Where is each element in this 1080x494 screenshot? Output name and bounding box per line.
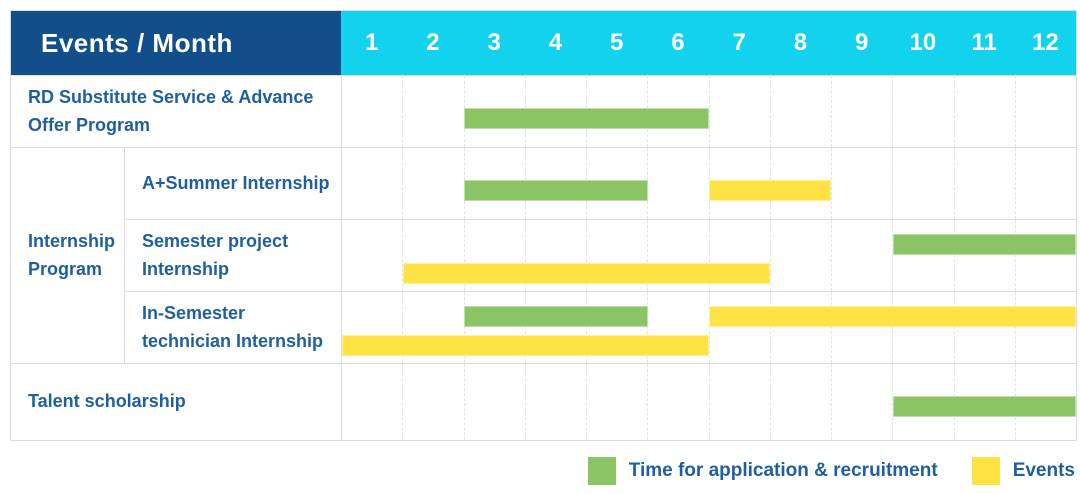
row-label-text: Talent scholarship xyxy=(28,391,186,412)
gantt-bar-application xyxy=(464,180,648,201)
month-label: 3 xyxy=(487,29,501,56)
row-label-in-semester-technician-internship: In-Semester technician Internship xyxy=(124,291,341,363)
month-grid-cell xyxy=(402,220,463,291)
month-grid-cell xyxy=(463,76,525,147)
legend-label-application: Time for application & recruitment xyxy=(628,460,938,481)
month-label: 2 xyxy=(426,29,440,56)
month-grid-cell xyxy=(524,292,586,363)
month-grid-cell xyxy=(1014,292,1076,363)
legend-item-application: Time for application & recruitment xyxy=(587,457,938,485)
timeline-a-summer-internship xyxy=(341,147,1076,219)
gantt-bar-events xyxy=(403,263,771,284)
month-grid-cell xyxy=(831,76,892,147)
month-grid-cell xyxy=(831,292,892,363)
month-grid-cell xyxy=(953,220,1015,291)
month-grid-cell xyxy=(647,364,708,440)
month-label: 10 xyxy=(909,29,937,56)
row-label-text: A+Summer Internship xyxy=(142,172,330,193)
month-label: 6 xyxy=(671,29,685,56)
month-grid-cell xyxy=(1014,220,1076,291)
timeline-rd-substitute xyxy=(341,75,1076,147)
gantt-bar-application xyxy=(464,306,648,327)
month-grid-cell xyxy=(708,364,770,440)
row-label-rd-substitute: RD Substitute Service & Advance Offer Pr… xyxy=(11,75,341,147)
row-label-text: In-Semester technician Internship xyxy=(142,302,324,351)
month-label: 12 xyxy=(1032,29,1059,56)
legend-label-events: Events xyxy=(1012,460,1075,481)
timeline-in-semester-technician-internship xyxy=(341,291,1076,363)
group-label-text: Internship Program xyxy=(28,230,116,279)
month-label: 8 xyxy=(793,29,808,56)
month-header: 1 2 3 4 5 6 7 8 9 10 11 12 xyxy=(341,11,1076,75)
month-grid-cell xyxy=(892,148,953,219)
gantt-bar-events xyxy=(342,335,709,356)
gantt-bar-events xyxy=(709,180,832,201)
month-grid-cell xyxy=(647,292,708,363)
month-grid-cell xyxy=(402,364,463,440)
month-grid-cell xyxy=(586,220,647,291)
row-label-text: RD Substitute Service & Advance Offer Pr… xyxy=(28,86,314,135)
legend: Time for application & recruitment Event… xyxy=(587,452,1075,490)
month-grid-cell xyxy=(831,220,892,291)
month-grid-cell xyxy=(342,76,402,147)
month-label: 5 xyxy=(609,29,624,56)
legend-swatch-events xyxy=(971,457,1000,485)
legend-swatch-application xyxy=(587,457,616,485)
month-grid-cell xyxy=(463,148,525,219)
month-grid-cell xyxy=(402,292,463,363)
corner-header-title: Events / Month xyxy=(41,27,233,58)
corner-header-cell: Events / Month xyxy=(11,11,341,75)
timeline-semester-project-internship xyxy=(341,219,1076,291)
gantt-bar-application xyxy=(892,396,1076,417)
month-grid-cell xyxy=(524,220,586,291)
month-grid-cell xyxy=(586,292,647,363)
month-grid-cell xyxy=(1014,148,1076,219)
gantt-table: Events / Month 1 2 3 4 5 6 7 8 9 10 11 12 RD Substi… xyxy=(10,10,1077,441)
month-grid-cell xyxy=(953,148,1015,219)
month-grid-cell xyxy=(647,220,708,291)
group-label-internship-program: Internship Program xyxy=(11,147,124,363)
month-grid-cell xyxy=(647,148,708,219)
row-label-text: Semester project Internship xyxy=(142,230,289,279)
month-grid-cell xyxy=(708,220,770,291)
month-grid-cell xyxy=(586,364,647,440)
month-grid-cell xyxy=(463,364,525,440)
month-grid-cell xyxy=(342,220,402,291)
row-label-semester-project-internship: Semester project Internship xyxy=(124,219,341,291)
month-label: 9 xyxy=(854,29,869,56)
row-label-a-summer-internship: A+Summer Internship xyxy=(124,147,341,219)
legend-item-events: Events xyxy=(971,457,1075,485)
month-grid-cell xyxy=(769,220,831,291)
month-grid-cell xyxy=(831,364,892,440)
month-label: 7 xyxy=(732,29,746,56)
month-grid-cell xyxy=(402,76,463,147)
gantt-bar-events xyxy=(709,306,1076,327)
month-grid-cell xyxy=(892,76,953,147)
gantt-bar-application xyxy=(892,234,1076,255)
month-grid-cell xyxy=(463,292,525,363)
month-grid-cell xyxy=(1014,76,1076,147)
month-grid-cell xyxy=(708,76,770,147)
row-label-talent-scholarship: Talent scholarship xyxy=(11,363,341,440)
month-grid-cell xyxy=(342,148,402,219)
month-grid-cell xyxy=(769,76,831,147)
gantt-bar-application xyxy=(464,108,709,129)
month-label: 1 xyxy=(364,29,379,56)
month-grid-cell xyxy=(953,292,1015,363)
timeline-talent-scholarship xyxy=(341,363,1076,440)
month-label: 11 xyxy=(971,29,997,56)
month-grid-cell xyxy=(892,292,953,363)
month-grid-cell xyxy=(769,364,831,440)
month-grid-cell xyxy=(708,292,770,363)
month-grid-cell xyxy=(402,148,463,219)
month-grid-cell xyxy=(342,364,402,440)
month-label: 4 xyxy=(548,29,563,56)
month-grid-cell xyxy=(953,76,1015,147)
month-grid-cell xyxy=(463,220,525,291)
month-grid-cell xyxy=(831,148,892,219)
month-grid-cell xyxy=(769,292,831,363)
month-grid-cell xyxy=(892,220,953,291)
month-grid-cell xyxy=(524,364,586,440)
